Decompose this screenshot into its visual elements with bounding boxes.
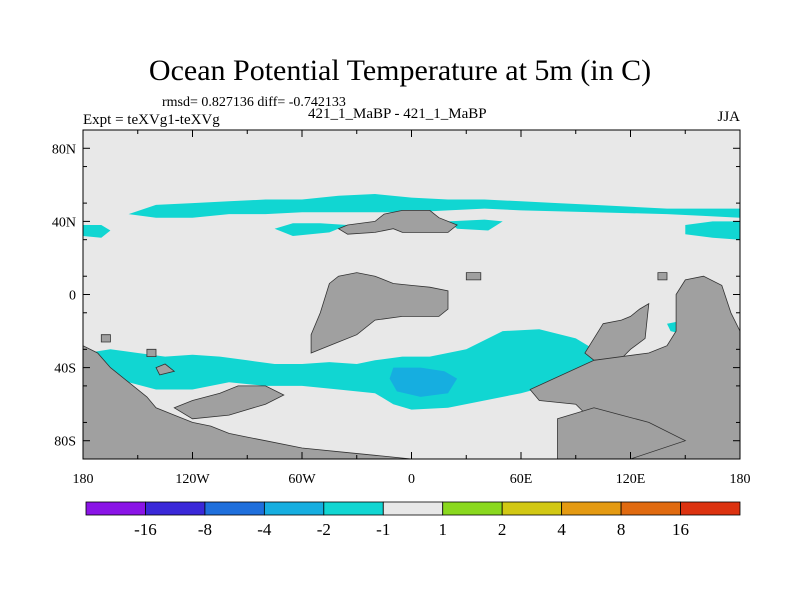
y-tick-label: 40S [54, 362, 76, 377]
land-island-2 [155, 363, 176, 376]
x-tick-label: 60E [510, 472, 533, 487]
region-east-asia-patch [448, 219, 503, 231]
x-tick-label: 120E [616, 472, 646, 487]
land-masks [83, 209, 740, 459]
land-southwest-peninsula [173, 385, 285, 420]
land-island-1 [146, 348, 157, 358]
region-south-atlantic-core [389, 367, 458, 397]
colorbar-label: -2 [317, 520, 331, 539]
stats-text: rmsd= 0.827136 diff= -0.742133 [162, 95, 346, 110]
x-tick-label: 180 [730, 472, 751, 487]
colorbar-box [85, 501, 146, 516]
land-europe-asia [337, 209, 458, 235]
colorbar-box [263, 501, 325, 516]
colorbar-label: -1 [376, 520, 390, 539]
colorbar-label: -8 [198, 520, 212, 539]
colorbar-box [145, 501, 206, 516]
experiment-label: Expt = teXVg1-teXVg [83, 112, 220, 128]
land-west-south [83, 345, 412, 459]
y-tick-label: 0 [69, 289, 76, 304]
colorbar-label: 2 [498, 520, 507, 539]
region-atlantic-patch [274, 223, 348, 236]
region-northern-band [128, 194, 740, 218]
colorbar-box [442, 501, 503, 516]
anomaly-regions [83, 194, 740, 410]
chart-title: Ocean Potential Temperature at 5m (in C) [148, 54, 652, 87]
region-southern-belt [86, 329, 604, 410]
land-island-4 [657, 272, 668, 281]
colorbar-label: 8 [617, 520, 626, 539]
colorbar-label: -4 [257, 520, 272, 539]
x-tick-label: 180 [73, 472, 94, 487]
y-tick-label: 80S [54, 435, 76, 450]
colorbar: -16 -8 -4 -2 -1 1 2 4 8 16 [85, 501, 741, 539]
x-tick-label: 0 [408, 472, 415, 487]
land-australia [584, 302, 650, 361]
land-africa [310, 272, 449, 354]
land-south-center [557, 407, 687, 459]
colorbar-box [382, 501, 444, 516]
y-tick-label: 40N [52, 215, 76, 230]
land-island-5 [100, 334, 111, 343]
x-tick-label: 60W [288, 472, 316, 487]
land-island-3 [465, 272, 482, 281]
chart-subtitle: 421_1_MaBP - 421_1_MaBP [308, 106, 487, 122]
x-tick-label: 120W [175, 472, 210, 487]
colorbar-label: 16 [672, 520, 689, 539]
region-north-pacific-west-patch [83, 225, 111, 238]
colorbar-box [323, 501, 384, 516]
region-pacific-east-patch [685, 221, 740, 240]
colorbar-box [501, 501, 563, 516]
colorbar-box [620, 501, 681, 516]
colorbar-label: 1 [438, 520, 447, 539]
season-label: JJA [717, 109, 740, 125]
axis-ticks: 180 120W 60W 0 60E 120E 180 80N 40N 0 40S 80S [52, 129, 751, 487]
colorbar-box [561, 501, 622, 516]
y-tick-label: 80N [52, 142, 76, 157]
colorbar-box [204, 501, 265, 516]
colorbar-label: -16 [134, 520, 157, 539]
colorbar-label: 4 [557, 520, 566, 539]
colorbar-box [680, 501, 741, 516]
